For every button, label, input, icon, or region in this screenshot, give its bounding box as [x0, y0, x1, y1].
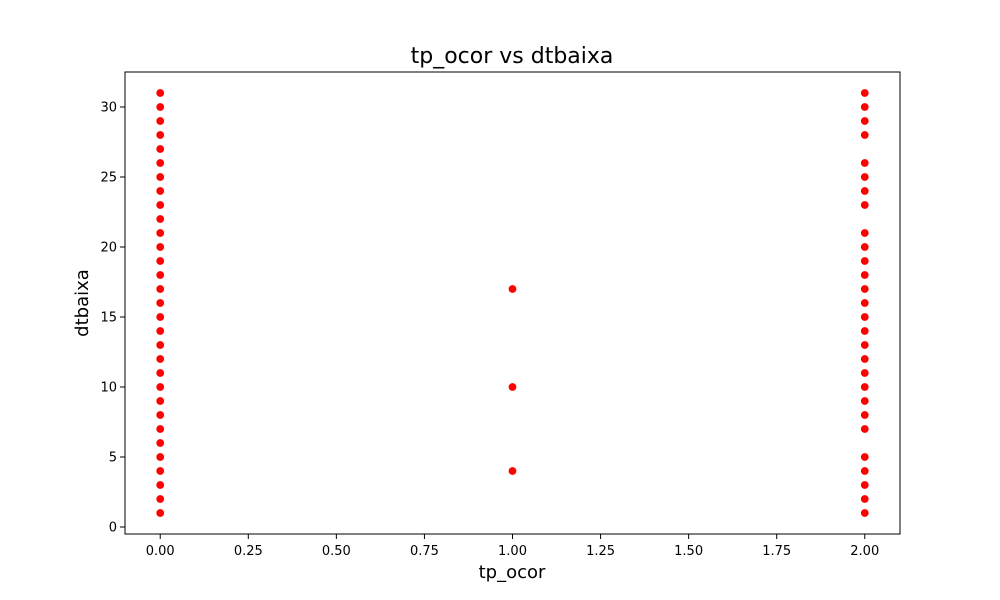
data-point [860, 326, 870, 336]
data-point [860, 102, 870, 112]
data-point [155, 116, 165, 126]
data-point [155, 452, 165, 462]
data-point [155, 326, 165, 336]
data-point [860, 354, 870, 364]
y-tick-label: 30 [100, 101, 117, 116]
data-point [155, 284, 165, 294]
y-tick-label: 0 [109, 521, 117, 536]
x-tick-label: 1.25 [586, 544, 615, 559]
data-point [860, 186, 870, 196]
data-point [155, 340, 165, 350]
data-point [860, 158, 870, 168]
data-point [155, 494, 165, 504]
x-tick-label: 1.75 [762, 544, 791, 559]
data-point [860, 382, 870, 392]
data-point [155, 102, 165, 112]
data-point [860, 256, 870, 266]
x-axis-ticks: 0.00 0.25 0.50 0.75 1.00 1.25 1.50 1.75 2.00 [146, 534, 879, 559]
data-point [155, 200, 165, 210]
data-point [860, 312, 870, 322]
data-point [155, 158, 165, 168]
data-point [155, 214, 165, 224]
chart-title: tp_ocor vs dtbaixa [411, 44, 614, 69]
data-point [155, 438, 165, 448]
data-point [155, 270, 165, 280]
data-point [155, 298, 165, 308]
data-point [155, 466, 165, 476]
x-tick-label: 0.50 [322, 544, 351, 559]
y-tick-label: 20 [100, 241, 117, 256]
data-point [155, 256, 165, 266]
x-tick-label: 0.25 [234, 544, 263, 559]
data-point [860, 200, 870, 210]
data-point [155, 242, 165, 252]
data-point [155, 508, 165, 518]
data-point [860, 242, 870, 252]
data-point [155, 354, 165, 364]
y-tick-label: 5 [109, 451, 117, 466]
data-points [155, 88, 870, 518]
data-point [155, 480, 165, 490]
data-point [155, 312, 165, 322]
data-point [860, 368, 870, 378]
y-tick-label: 10 [100, 381, 117, 396]
data-point [860, 88, 870, 98]
data-point [860, 424, 870, 434]
data-point [155, 368, 165, 378]
y-tick-label: 25 [100, 171, 117, 186]
data-point [860, 130, 870, 140]
x-tick-label: 1.00 [498, 544, 527, 559]
x-tick-label: 1.50 [674, 544, 703, 559]
data-point [155, 130, 165, 140]
data-point [155, 88, 165, 98]
data-point [860, 284, 870, 294]
data-point [155, 186, 165, 196]
data-point [860, 340, 870, 350]
data-point [507, 466, 517, 476]
data-point [507, 382, 517, 392]
data-point [155, 382, 165, 392]
data-point [155, 396, 165, 406]
data-point [860, 508, 870, 518]
x-tick-label: 0.75 [410, 544, 439, 559]
data-point [155, 410, 165, 420]
data-point [860, 480, 870, 490]
data-point [860, 116, 870, 126]
data-point [860, 466, 870, 476]
data-point [860, 172, 870, 182]
data-point [860, 396, 870, 406]
data-point [155, 172, 165, 182]
x-axis-label: tp_ocor [479, 562, 546, 583]
data-point [860, 298, 870, 308]
data-point [860, 228, 870, 238]
data-point [860, 410, 870, 420]
data-point [155, 424, 165, 434]
x-tick-label: 0.00 [146, 544, 175, 559]
data-point [860, 494, 870, 504]
data-point [155, 228, 165, 238]
data-point [155, 144, 165, 154]
data-point [860, 452, 870, 462]
y-tick-label: 15 [100, 311, 117, 326]
x-tick-label: 2.00 [850, 544, 879, 559]
y-axis-ticks: 0 5 10 15 20 25 30 [100, 101, 125, 536]
data-point [507, 284, 517, 294]
data-point [860, 270, 870, 280]
y-axis-label: dtbaixa [72, 269, 93, 337]
